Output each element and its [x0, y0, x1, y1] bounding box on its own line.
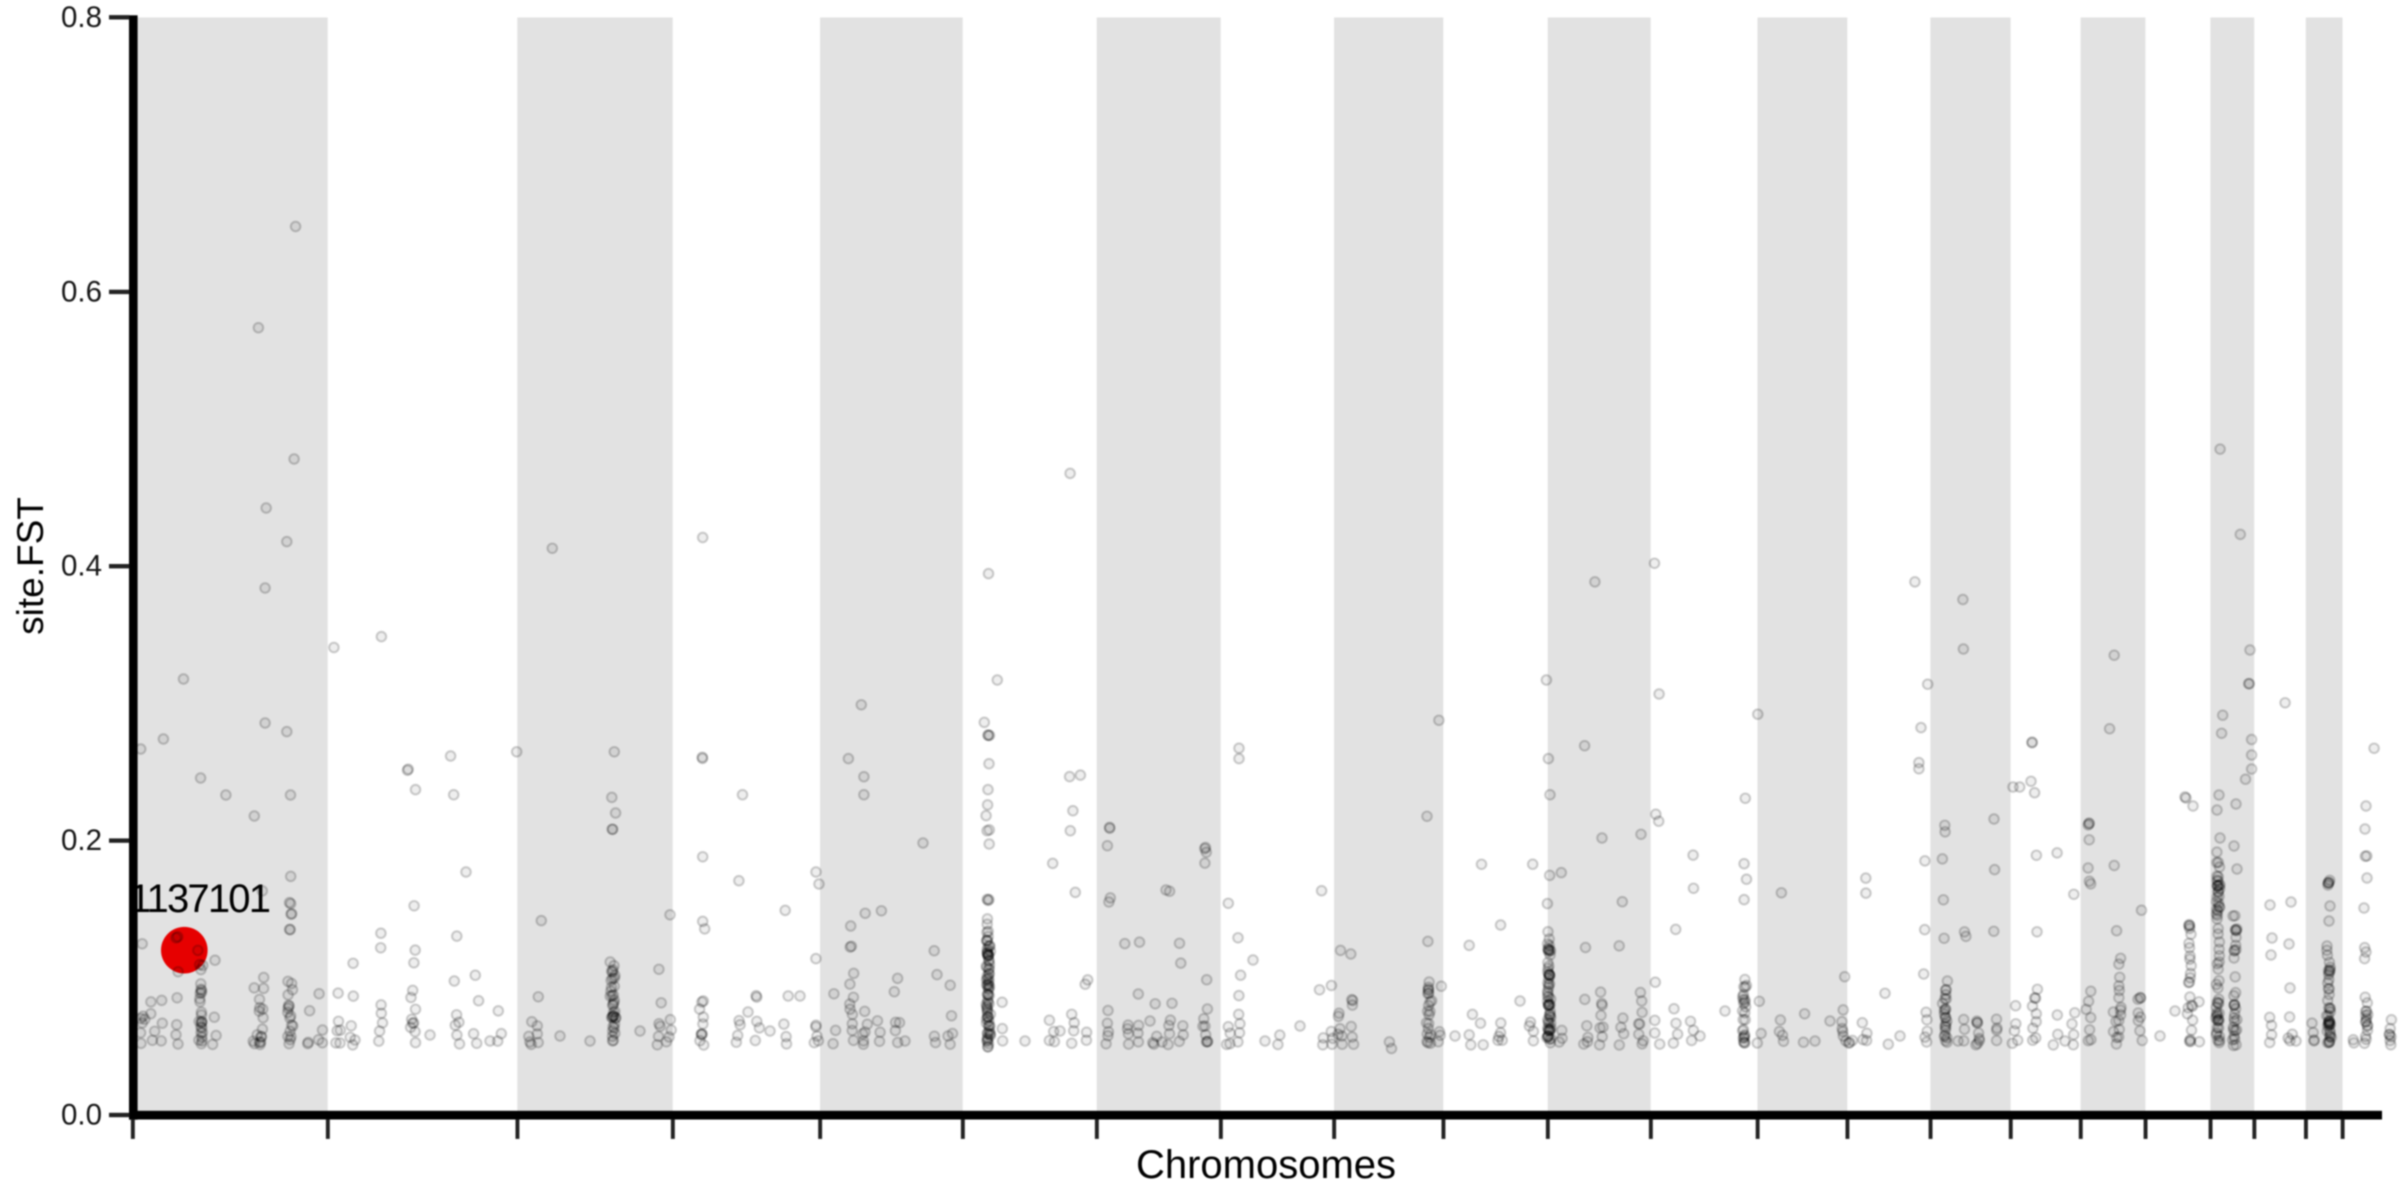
- svg-text:site.FST: site.FST: [10, 497, 51, 635]
- svg-text:0.6: 0.6: [61, 275, 102, 308]
- svg-text:0.0: 0.0: [61, 1099, 102, 1132]
- svg-text:0.4: 0.4: [61, 550, 102, 583]
- svg-text:0.2: 0.2: [61, 824, 102, 857]
- svg-text:Chromosomes: Chromosomes: [1136, 1143, 1396, 1187]
- svg-text:1137101: 1137101: [129, 877, 271, 921]
- svg-text:0.8: 0.8: [61, 1, 102, 34]
